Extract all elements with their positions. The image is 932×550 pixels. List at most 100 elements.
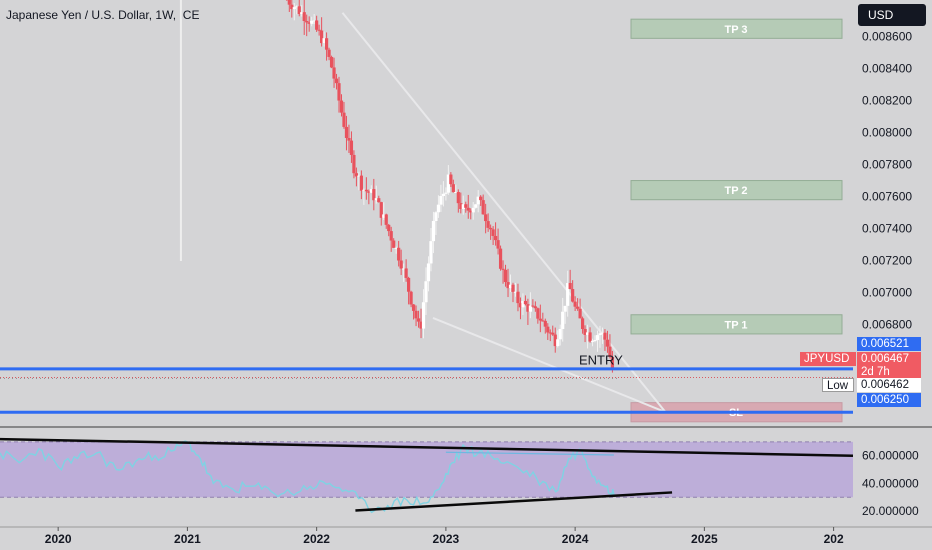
candle-body [588, 332, 592, 342]
candle-body [471, 207, 475, 213]
currency-button[interactable]: USD [858, 4, 926, 26]
rsi-trendline [0, 437, 854, 457]
candle-body [334, 78, 339, 84]
candle-body [493, 235, 498, 241]
candle-body [394, 247, 398, 249]
candle-body [551, 332, 555, 335]
candle-body [354, 173, 359, 177]
candle-body [429, 241, 433, 264]
candle-body [419, 321, 423, 329]
candle-body [369, 189, 373, 193]
rsi-line [0, 440, 615, 514]
candle-body [546, 326, 550, 333]
take-profit-label: TP 3 [724, 24, 747, 36]
candle-body [444, 192, 448, 194]
candle-body [446, 174, 450, 193]
candle-body [357, 175, 361, 177]
candle-body [595, 335, 600, 341]
candle-body [399, 260, 403, 269]
candle-body [342, 112, 346, 127]
candle-body [506, 282, 510, 289]
candle-body [561, 311, 565, 329]
time-axis-tick: 2025 [691, 532, 718, 546]
time-axis-tick: 2022 [303, 532, 330, 546]
candle-body [389, 231, 393, 241]
candle-body [563, 305, 567, 312]
candle-body [600, 332, 605, 334]
candle-body [603, 332, 607, 340]
level-price-label: 0.006521 [857, 337, 921, 351]
candle-body [451, 184, 455, 193]
candle-body [558, 328, 562, 340]
candle-body [578, 308, 582, 319]
entry-annotation: ENTRY [579, 352, 623, 367]
candle-body [484, 214, 488, 222]
candle-body [300, 12, 304, 15]
candle-body [315, 20, 319, 30]
candle-body [322, 38, 326, 44]
candle-body [320, 30, 324, 44]
candle-body [290, 4, 294, 10]
candle-body [359, 175, 363, 191]
candle-body [580, 318, 585, 330]
price-axis-tick: 0.007400 [862, 221, 912, 235]
candle-body [566, 282, 570, 306]
take-profit-label: TP 1 [724, 319, 747, 331]
candle-body [496, 240, 500, 249]
candle-body [327, 49, 331, 57]
candle-body [347, 138, 351, 141]
candle-body [337, 83, 341, 101]
bar-countdown-label: 2d 7h [857, 365, 921, 379]
candle-body [441, 193, 446, 197]
candle-body [456, 192, 460, 204]
candle-body [608, 346, 612, 357]
candle-body [349, 140, 354, 155]
candle-body [464, 204, 468, 208]
candle-body [411, 304, 416, 311]
rsi-trendline [445, 451, 614, 456]
candle-body [421, 302, 426, 329]
candle-body [511, 284, 515, 292]
rsi-axis-tick: 20.000000 [862, 504, 919, 518]
candle-body [344, 126, 349, 139]
candle-body [481, 200, 485, 215]
candle-body [329, 56, 334, 68]
candle-body [479, 196, 483, 201]
candle-body [307, 22, 311, 24]
candle-body [377, 198, 381, 203]
time-axis-tick: 2024 [562, 532, 589, 546]
price-axis-tick: 0.008400 [862, 62, 912, 76]
candle-body [407, 277, 411, 292]
candle-body [424, 281, 428, 303]
candle-body [374, 198, 378, 201]
candle-body [339, 100, 344, 113]
candle-body [416, 318, 421, 322]
take-profit-label: TP 2 [724, 185, 747, 197]
time-axis-tick: 2023 [433, 532, 460, 546]
candle-body [392, 240, 396, 248]
price-axis-tick: 0.008600 [862, 30, 912, 44]
candle-body [469, 210, 473, 213]
price-axis-tick: 0.008200 [862, 94, 912, 108]
price-axis-tick: 0.007800 [862, 158, 912, 172]
rsi-trendline [355, 491, 673, 512]
candle-body [526, 304, 530, 312]
candle-body [384, 214, 388, 225]
candle-body [352, 154, 356, 174]
candle-body [538, 318, 542, 321]
candle-body [431, 220, 436, 242]
candle-body [476, 196, 480, 205]
low-price-label: 0.006462 [857, 378, 921, 392]
take-profit-box [630, 314, 843, 335]
candle-body [523, 300, 528, 305]
symbol-price-tag: JPYUSD [800, 352, 856, 366]
candle-body [528, 305, 532, 312]
candle-body [436, 204, 441, 213]
candle-body [568, 282, 572, 290]
candle-body [434, 212, 438, 221]
candle-body [521, 300, 525, 308]
candle-body [474, 204, 478, 208]
candle-body [382, 214, 386, 218]
candle-body [486, 221, 490, 228]
